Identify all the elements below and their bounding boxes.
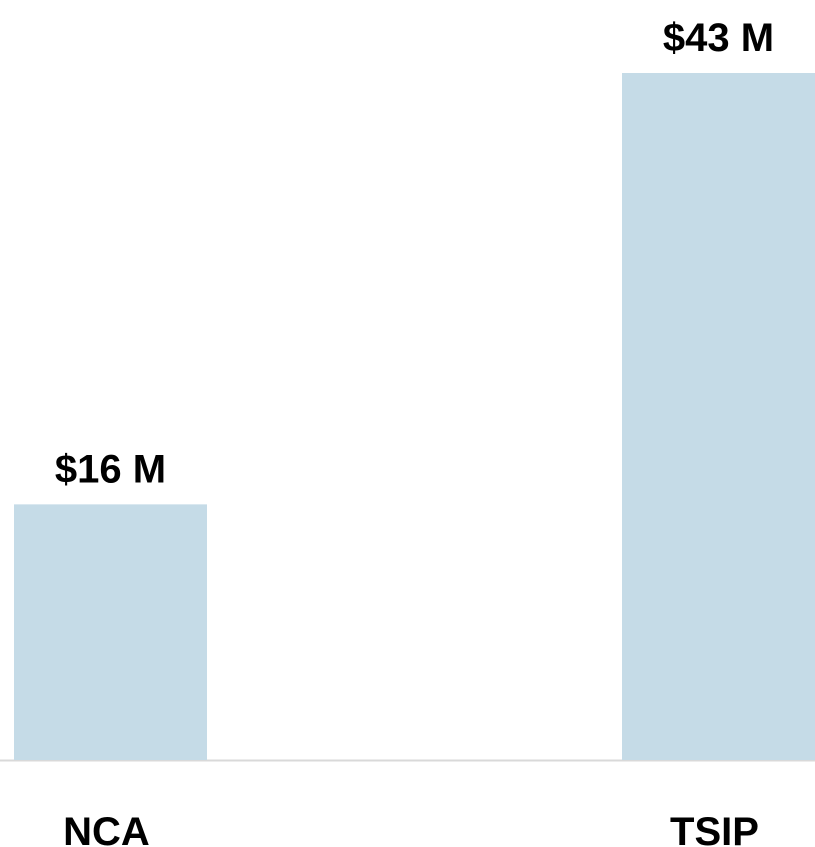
x-tick-label: TSIP: [670, 810, 759, 847]
bar: [622, 73, 815, 760]
value-label: $16 M: [55, 447, 166, 491]
bar: [14, 504, 207, 760]
x-tick-label: NCA: [63, 810, 150, 847]
value-label: $43 M: [663, 16, 774, 60]
